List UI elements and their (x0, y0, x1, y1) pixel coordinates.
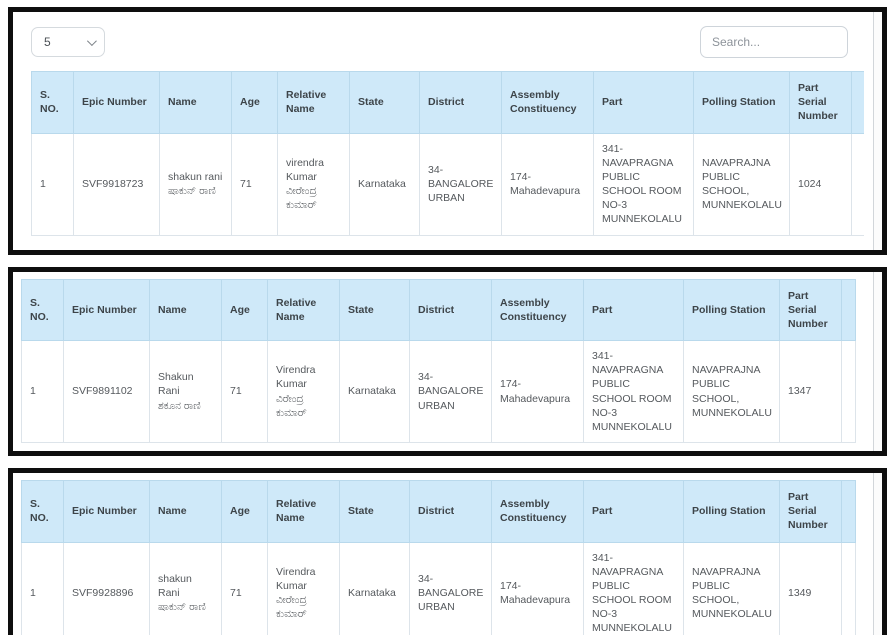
cell-extra (851, 132, 864, 236)
column-header-age: Age (231, 71, 278, 134)
column-header-part: Part (593, 71, 694, 134)
cell-name: shakun rani ಷಾಕುನ್ ರಾಣಿ (159, 132, 232, 236)
column-header-state: State (339, 480, 410, 543)
cell-age: 71 (221, 541, 268, 635)
scrollbar-track[interactable] (873, 473, 882, 635)
column-header-name: Name (149, 278, 222, 342)
cell-extra (841, 541, 856, 635)
cell-polling-station: NAVAPRAJNA PUBLIC SCHOOL, MUNNEKOLALU (693, 132, 790, 236)
column-header-relative-name: Relative Name (277, 71, 350, 134)
column-header-relative-name: Relative Name (267, 480, 340, 543)
table-header-row: S. NO. Epic Number Name Age Relative Name Sta… (21, 480, 856, 543)
cell-part: 341-NAVAPRAGNA PUBLIC SCHOOL ROOM NO-3 M… (593, 132, 694, 236)
scrollbar-track[interactable] (873, 271, 882, 452)
column-header-part-serial-number: Part Serial Number (779, 480, 842, 543)
page-size-select[interactable]: 5 (31, 27, 105, 57)
cell-assembly-constituency: 174-Mahadevapura (491, 541, 584, 635)
search-input[interactable] (700, 26, 848, 58)
column-header-district: District (409, 480, 492, 543)
cell-part-serial-number: 1024 (789, 132, 852, 236)
cell-s-no: 1 (21, 541, 64, 635)
table-row: 1 SVF9928896 shakun Rani ಷಾಕುನ್ ರಾಣಿ 71 Vire… (21, 541, 856, 635)
voter-result-panel-2: S. NO. Epic Number Name Age Relative Name Sta… (8, 266, 887, 457)
cell-state: Karnataka (349, 132, 420, 236)
cell-state: Karnataka (339, 541, 410, 635)
cell-relative-name: virendra Kumar ವೀರೇಂದ್ರ ಕುಮಾರ್ (277, 132, 350, 236)
column-header-part-serial-number: Part Serial Number (789, 71, 852, 134)
column-header-age: Age (221, 278, 268, 342)
column-header-part-serial-number: Part Serial Number (779, 278, 842, 342)
column-header-s-no: S. NO. (31, 71, 74, 134)
column-header-name: Name (159, 71, 232, 134)
cell-part-serial-number: 1347 (779, 340, 842, 444)
column-header-part: Part (583, 278, 684, 342)
column-header-assembly-constituency: Assembly Constituency (491, 480, 584, 543)
table-row: 1 SVF9918723 shakun rani ಷಾಕುನ್ ರಾಣಿ 71 vire… (31, 132, 864, 236)
table-header-row: S. NO. Epic Number Name Age Relative Name Sta… (31, 71, 864, 134)
table-wrap: S. NO. Epic Number Name Age Relative Name Sta… (31, 71, 864, 236)
cell-assembly-constituency: 174-Mahadevapura (491, 340, 584, 444)
cell-s-no: 1 (31, 132, 74, 236)
column-header-age: Age (221, 480, 268, 543)
cell-epic-number: SVF9891102 (63, 340, 150, 444)
column-header-state: State (349, 71, 420, 134)
cell-extra (841, 340, 856, 444)
chevron-down-icon (86, 35, 97, 46)
table-wrap: S. NO. Epic Number Name Age Relative Name Sta… (21, 278, 874, 444)
table-wrap: S. NO. Epic Number Name Age Relative Name Sta… (21, 480, 874, 635)
column-header-polling-station: Polling Station (693, 71, 790, 134)
cell-part: 341-NAVAPRAGNA PUBLIC SCHOOL ROOM NO-3 M… (583, 340, 684, 444)
column-header-epic-number: Epic Number (73, 71, 160, 134)
cell-s-no: 1 (21, 340, 64, 444)
column-header-polling-station: Polling Station (683, 480, 780, 543)
voter-result-panel-3: S. NO. Epic Number Name Age Relative Name Sta… (8, 468, 887, 635)
cell-assembly-constituency: 174-Mahadevapura (501, 132, 594, 236)
voter-table-2: S. NO. Epic Number Name Age Relative Name Sta… (21, 278, 856, 444)
column-header-district: District (409, 278, 492, 342)
cell-state: Karnataka (339, 340, 410, 444)
column-header-epic-number: Epic Number (63, 278, 150, 342)
column-header-polling-station: Polling Station (683, 278, 780, 342)
table-header-row: S. NO. Epic Number Name Age Relative Name Sta… (21, 278, 856, 342)
page-size-value: 5 (44, 35, 51, 49)
column-header-extra (841, 278, 856, 342)
cell-district: 34-BANGALORE URBAN (409, 541, 492, 635)
cell-name: Shakun Rani ಶಕೂನ ರಾಣಿ (149, 340, 222, 444)
column-header-epic-number: Epic Number (63, 480, 150, 543)
voter-table-3: S. NO. Epic Number Name Age Relative Name Sta… (21, 480, 856, 635)
cell-part: 341-NAVAPRAGNA PUBLIC SCHOOL ROOM NO-3 M… (583, 541, 684, 635)
scrollbar-track[interactable] (873, 12, 882, 250)
cell-epic-number: SVF9918723 (73, 132, 160, 236)
cell-age: 71 (231, 132, 278, 236)
column-header-state: State (339, 278, 410, 342)
column-header-extra (841, 480, 856, 543)
column-header-district: District (419, 71, 502, 134)
column-header-relative-name: Relative Name (267, 278, 340, 342)
cell-polling-station: NAVAPRAJNA PUBLIC SCHOOL, MUNNEKOLALU (683, 541, 780, 635)
cell-district: 34-BANGALORE URBAN (419, 132, 502, 236)
table-controls: 5 (31, 26, 864, 58)
cell-district: 34-BANGALORE URBAN (409, 340, 492, 444)
voter-table-1: S. NO. Epic Number Name Age Relative Name Sta… (31, 71, 864, 236)
column-header-s-no: S. NO. (21, 480, 64, 543)
cell-polling-station: NAVAPRAJNA PUBLIC SCHOOL, MUNNEKOLALU (683, 340, 780, 444)
column-header-assembly-constituency: Assembly Constituency (501, 71, 594, 134)
column-header-extra (851, 71, 864, 134)
cell-age: 71 (221, 340, 268, 444)
column-header-part: Part (583, 480, 684, 543)
table-row: 1 SVF9891102 Shakun Rani ಶಕೂನ ರಾಣಿ 71 Virend… (21, 340, 856, 444)
cell-relative-name: Virendra Kumar ವಿರೇಂದ್ರ ಕುಮಾರ್ (267, 340, 340, 444)
cell-epic-number: SVF9928896 (63, 541, 150, 635)
cell-name: shakun Rani ಷಾಕುನ್ ರಾಣಿ (149, 541, 222, 635)
cell-part-serial-number: 1349 (779, 541, 842, 635)
column-header-s-no: S. NO. (21, 278, 64, 342)
column-header-assembly-constituency: Assembly Constituency (491, 278, 584, 342)
cell-relative-name: Virendra Kumar ವೀರೇಂದ್ರ ಕುಮಾರ್ (267, 541, 340, 635)
column-header-name: Name (149, 480, 222, 543)
